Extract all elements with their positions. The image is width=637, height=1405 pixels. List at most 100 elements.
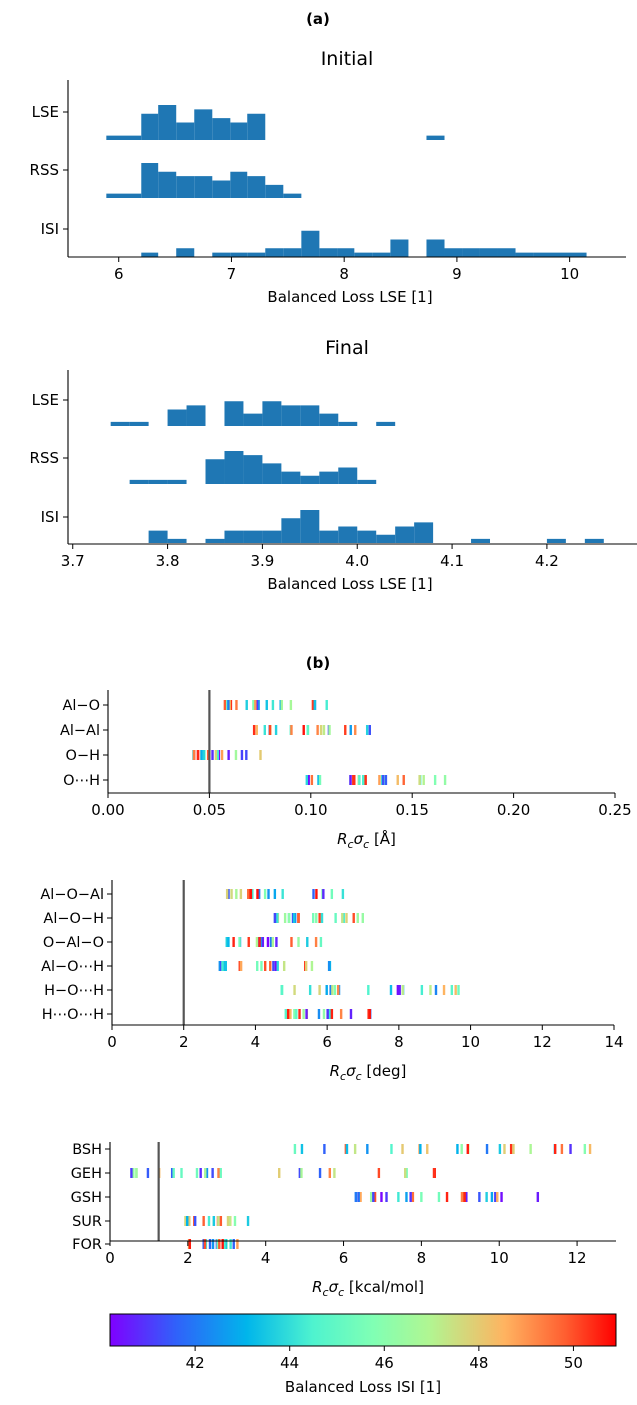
- distances-strip-mark: [322, 725, 326, 735]
- angles-x-tick-label: 14: [604, 1033, 623, 1051]
- energies-row-label: FOR: [72, 1237, 102, 1253]
- energies-strip-mark: [437, 1192, 441, 1202]
- initial-bar-isi: [265, 248, 284, 257]
- angles-x-label: Rcσc [deg]: [330, 1062, 407, 1083]
- angles-strip-mark: [312, 889, 315, 899]
- final-bar-isi: [243, 530, 263, 543]
- angles-strip-mark: [273, 913, 277, 923]
- angles-row-label: Al−O⋯H: [41, 959, 104, 975]
- energies-strip-mark: [318, 1168, 322, 1178]
- final-bar-lse: [186, 405, 206, 426]
- energies-strip-mark: [146, 1168, 150, 1178]
- final-histogram-chart: Final LSE RSS ISI 3.7 3.8 3.9 4.0 4.1 4.2 Balanced…: [30, 337, 637, 593]
- distances-x-tick-label: 0.25: [598, 801, 631, 819]
- angles-strip-mark: [282, 961, 286, 971]
- initial-bar-isi: [372, 252, 391, 257]
- energies-strip-mark: [432, 1168, 436, 1178]
- energies-strip-mark: [397, 1192, 400, 1202]
- initial-bar-isi: [515, 252, 534, 257]
- final-bar-rss: [243, 455, 263, 484]
- distances-strip-mark: [354, 725, 357, 735]
- initial-bar-rss: [141, 163, 159, 198]
- distances-strip-mark: [227, 750, 230, 760]
- angles-strip-mark: [306, 937, 309, 947]
- final-bar-lse: [338, 421, 358, 426]
- angles-strip-mark: [276, 913, 279, 923]
- final-x-tick-label: 3.8: [156, 552, 180, 570]
- angles-strip-mark: [293, 985, 296, 995]
- final-bar-rss: [148, 479, 168, 484]
- angles-strip-mark: [261, 937, 265, 947]
- distances-strip-mark: [245, 700, 248, 710]
- final-bar-isi: [224, 530, 244, 543]
- initial-bar-rss: [176, 176, 195, 198]
- energies-strip-mark: [300, 1144, 304, 1154]
- energies-strip-mark: [411, 1192, 415, 1202]
- angles-strip-mark: [331, 985, 334, 995]
- final-bar-lse: [243, 413, 263, 426]
- distances-x-label: Rcσc [Å]: [337, 829, 396, 851]
- distances-x-tick-label: 0.00: [91, 801, 124, 819]
- energies-x-tick-label: 12: [568, 1249, 587, 1267]
- angles-strip-mark: [283, 913, 287, 923]
- angles-strip-mark: [256, 961, 259, 971]
- initial-bar-rss: [230, 171, 248, 198]
- distances-strip-mark: [280, 700, 283, 710]
- distances-strip-mark: [263, 725, 266, 735]
- energies-strip-mark: [401, 1144, 404, 1154]
- final-bar-lse: [262, 401, 282, 426]
- angles-strip-mark: [260, 961, 263, 971]
- distances-x-tick-label: 0.15: [395, 801, 428, 819]
- energies-strip-mark: [512, 1144, 515, 1154]
- final-bar-lse: [110, 421, 130, 426]
- angles-strip-mark: [310, 961, 314, 971]
- angles-strip-mark: [239, 961, 243, 971]
- energies-strip-mark: [229, 1239, 232, 1249]
- angles-strip-mark: [314, 937, 318, 947]
- angles-row-label: H⋯O⋯H: [42, 1007, 104, 1023]
- angles-strip-mark: [287, 913, 291, 923]
- initial-x-label: Balanced Loss LSE [1]: [267, 288, 432, 306]
- energies-row-label: BSH: [72, 1142, 102, 1158]
- angles-strip-mark: [269, 961, 272, 971]
- energies-strip-mark: [494, 1192, 497, 1202]
- energies-strip-mark: [478, 1192, 481, 1202]
- angles-strip-mark: [267, 889, 270, 899]
- energies-strip-mark: [217, 1168, 220, 1178]
- angles-strip-mark: [257, 889, 261, 899]
- energies-strip-mark: [460, 1192, 464, 1202]
- initial-bar-rss: [265, 184, 284, 198]
- angles-row-label: Al−O−Al: [40, 887, 104, 903]
- final-x-tick-label: 3.9: [250, 552, 274, 570]
- distances-strip-mark: [349, 775, 352, 785]
- initial-bar-isi: [141, 252, 159, 257]
- distances-strip-mark: [228, 700, 231, 710]
- angles-strip-mark: [450, 985, 454, 995]
- angles-strip-mark: [247, 889, 250, 899]
- angles-strip-mark: [256, 889, 259, 899]
- distances-strip-mark: [443, 775, 447, 785]
- energies-strip-mark: [205, 1168, 209, 1178]
- angles-x-tick-label: 12: [533, 1033, 552, 1051]
- angles-strip-mark: [341, 889, 345, 899]
- energies-strip-mark: [236, 1239, 239, 1249]
- energies-strip-mark: [500, 1192, 503, 1202]
- initial-x-tick-label: 10: [560, 265, 579, 283]
- distances-strip-mark: [290, 725, 293, 735]
- final-bar-rss: [338, 467, 358, 484]
- angles-strip-mark: [227, 889, 230, 899]
- energies-strip-mark: [221, 1239, 224, 1249]
- energies-strip-mark: [372, 1192, 375, 1202]
- distances-strip-mark: [351, 775, 355, 785]
- initial-bar-isi: [444, 248, 463, 257]
- final-bar-isi: [414, 522, 434, 543]
- energies-x-tick-label: 2: [183, 1249, 193, 1267]
- distances-strip-mark: [418, 775, 421, 785]
- initial-bar-lse: [426, 135, 445, 140]
- energies-strip-mark: [217, 1216, 220, 1226]
- angles-strip-mark: [221, 961, 224, 971]
- distances-strip-mark: [227, 700, 230, 710]
- distances-strip-mark: [318, 775, 322, 785]
- initial-bar-lse: [212, 118, 231, 140]
- energies-strip-mark: [193, 1216, 197, 1226]
